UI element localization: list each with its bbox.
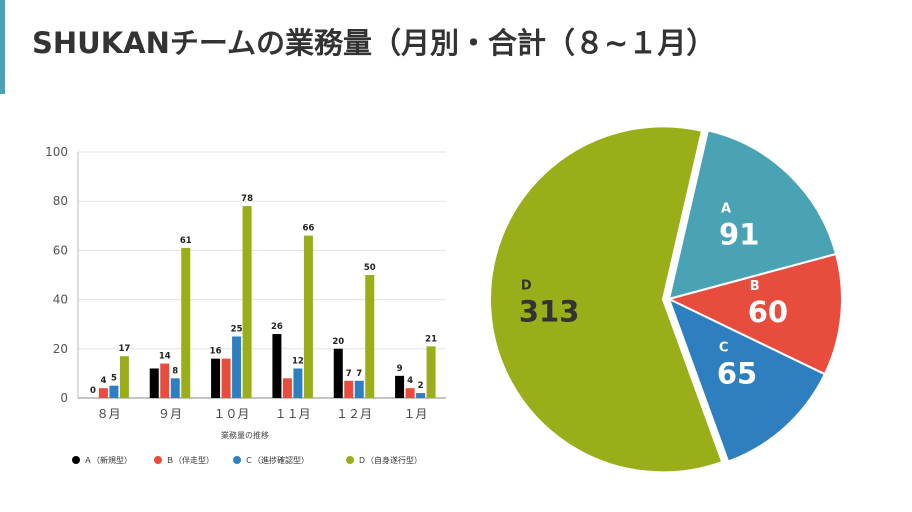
bar-data-label: 7 [356,369,362,379]
bar-a [211,358,221,398]
bar-a [333,348,343,398]
pie-slice-name: A [721,202,731,217]
bar-b [98,388,108,398]
bar-chart-x-axis-label: 業務量の推移 [221,430,269,440]
bar-a [149,368,159,398]
bar-data-label: 50 [364,263,376,273]
bar-d [303,235,313,398]
bar-data-label: 5 [111,374,117,384]
bar-b [221,358,231,398]
legend-label: Ａ（新規型） [84,455,132,465]
x-tick-label: １１月 [275,407,311,421]
legend-swatch [346,456,354,464]
legend-label: Ｃ（進捗確認型） [245,455,309,465]
bar-d [181,247,191,398]
bar-c [416,393,426,398]
bar-data-label: 7 [346,369,352,379]
legend-swatch [72,456,80,464]
bar-b [405,388,415,398]
x-tick-label: ８月 [97,407,121,421]
pie-label-a: A91 [719,202,759,252]
bar-data-label: 0 [90,386,96,396]
y-tick-label: 80 [53,194,68,208]
pie-slice-name: C [719,341,729,356]
legend-swatch [154,456,162,464]
legend-item-b: Ｂ（伴走型） [154,455,214,465]
bar-a [272,334,282,398]
y-tick-label: 60 [53,243,68,257]
legend-item-d: Ｄ（自身遂行型） [346,455,422,465]
bar-data-label: 2 [418,381,424,391]
bar-c [232,336,242,398]
pie-slice-name: D [521,278,532,293]
bar-data-label: 16 [210,347,222,357]
legend-swatch [233,456,241,464]
pie-label-c: C65 [717,341,757,391]
bar-b [344,380,354,398]
accent-bar [0,0,5,94]
x-tick-label: ９月 [158,407,182,421]
y-tick-label: 40 [53,293,68,307]
bar-data-label: 17 [118,344,130,354]
bar-b [282,378,292,398]
bar-data-label: 14 [159,352,171,362]
legend-item-c: Ｃ（進捗確認型） [233,455,309,465]
bar-chart-x-ticks: ８月 ９月 １０月 １１月 １２月 １月 [97,407,428,421]
pie-slice-a [667,129,838,301]
pie-label-b: B60 [748,279,788,329]
bar-c [293,368,303,398]
bar-d [119,356,129,398]
bar-data-label: 9 [397,364,403,374]
x-tick-label: １月 [403,407,427,421]
bar-chart-bars [98,206,436,398]
bar-data-label: 78 [241,194,253,204]
legend-item-a: Ａ（新規型） [72,455,132,465]
x-tick-label: １０月 [213,407,249,421]
y-tick-label: 0 [60,391,68,405]
pie-slice-c [667,297,827,463]
bar-data-label: 8 [172,366,178,376]
pie-slice-d [489,125,724,474]
bar-data-label: 4 [407,376,413,386]
y-tick-label: 100 [45,145,68,159]
bar-data-label: 12 [292,356,304,366]
bar-d [242,206,252,398]
bar-c [109,385,119,398]
legend-label: Ｄ（自身遂行型） [358,455,422,465]
bar-data-label: 4 [100,376,106,386]
bar-data-label: 25 [231,325,243,335]
bar-data-label: 26 [271,322,283,332]
x-tick-label: １２月 [336,407,372,421]
pie-slice-value: 313 [519,294,580,328]
pie-slice-value: 91 [719,218,759,252]
bar-chart-y-ticks: 0 20 40 60 80 100 [45,145,68,405]
bar-chart-legend: Ａ（新規型） Ｂ（伴走型） Ｃ（進捗確認型） Ｄ（自身遂行型） [72,455,422,465]
bar-data-label: 61 [180,236,192,246]
bar-a [395,375,405,398]
bar-data-label: 21 [425,334,437,344]
bar-data-label: 66 [302,224,314,234]
page-title: SHUKANチームの業務量（月別・合計（８~１月） [32,26,716,60]
bar-chart-gridlines [77,151,446,399]
bar-data-label: 20 [332,337,344,347]
bar-b [160,363,170,398]
pie-slice-name: B [750,279,760,294]
bar-d [426,346,436,398]
pie-slice-b [666,252,843,376]
pie-slice-value: 60 [748,295,788,329]
y-tick-label: 20 [53,342,68,356]
bar-d [365,275,375,398]
legend-label: Ｂ（伴走型） [166,455,214,465]
bar-c [354,380,364,398]
pie-slice-value: 65 [717,357,757,391]
bar-c [170,378,180,398]
pie-slices [489,125,843,474]
